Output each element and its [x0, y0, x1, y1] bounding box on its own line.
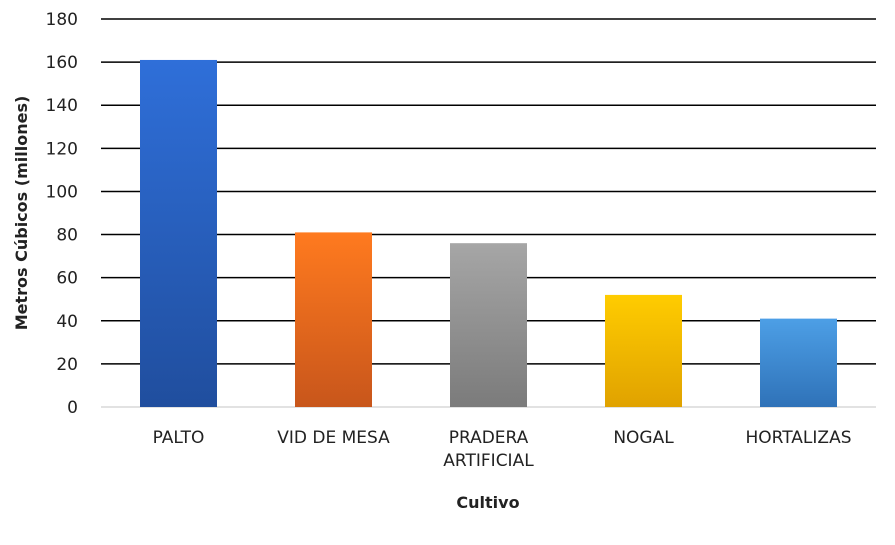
- bar-pradera-artificial: [450, 243, 527, 407]
- x-category-label: NOGAL: [613, 428, 674, 448]
- x-category-label: PALTO: [153, 428, 205, 448]
- y-axis-title: Metros Cúbicos (millones): [12, 96, 31, 331]
- gridlines: [101, 18, 876, 408]
- x-axis-title: Cultivo: [456, 493, 519, 512]
- y-tick-label: 100: [46, 182, 78, 202]
- y-tick-label: 120: [46, 139, 78, 159]
- x-category-label: HORTALIZAS: [746, 428, 852, 448]
- y-axis-ticks: 0 20 40 60 80 100 120 140 160 180: [46, 10, 78, 418]
- x-axis-categories: PALTO VID DE MESA PRADERA ARTIFICIAL NOGAL HO…: [153, 428, 852, 471]
- y-tick-label: 180: [46, 10, 78, 30]
- y-tick-label: 40: [56, 312, 78, 332]
- y-tick-label: 60: [56, 269, 78, 289]
- x-category-label: VID DE MESA: [277, 428, 390, 448]
- y-tick-label: 160: [46, 53, 78, 73]
- y-tick-label: 20: [56, 355, 78, 375]
- y-tick-label: 140: [46, 96, 78, 116]
- y-tick-label: 80: [56, 226, 78, 246]
- bar-palto: [140, 59, 217, 407]
- y-tick-label: 0: [67, 398, 78, 418]
- x-category-label: PRADERA ARTIFICIAL: [443, 428, 534, 471]
- bar-vid-de-mesa: [295, 232, 372, 407]
- bars: [140, 59, 837, 407]
- bar-hortalizas: [760, 318, 837, 407]
- bar-nogal: [605, 294, 682, 407]
